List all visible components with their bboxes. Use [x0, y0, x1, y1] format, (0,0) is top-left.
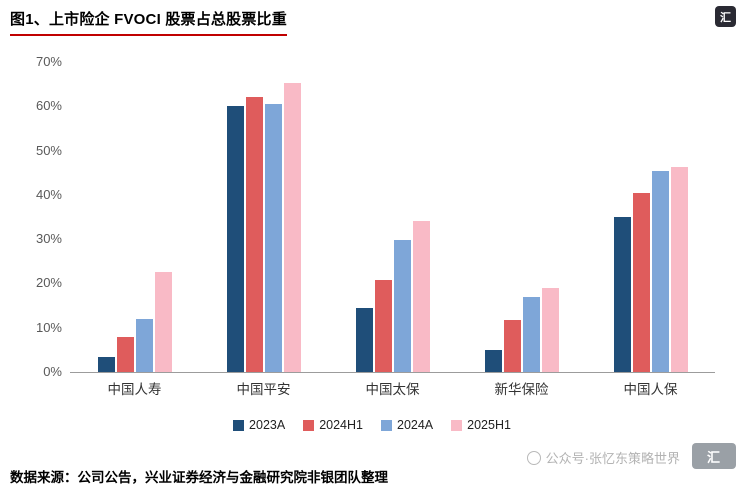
bar-2024a: [522, 296, 540, 372]
bar-2024h1: [503, 319, 521, 372]
bar-2024a: [264, 104, 282, 372]
source-note: 数据来源：公司公告，兴业证券经济与金融研究院非银团队整理: [10, 470, 388, 485]
legend-item: 2024A: [381, 418, 433, 432]
bar-2025h1: [541, 287, 559, 372]
y-axis-label: 30%: [35, 231, 62, 247]
x-axis-label: 中国人寿: [107, 382, 162, 397]
y-axis-label: 20%: [35, 275, 62, 291]
y-axis-label: 40%: [35, 186, 62, 202]
bar-2023a: [613, 217, 631, 372]
watermark-text: 公众号·张忆东策略世界: [545, 451, 680, 466]
bar-2025h1: [283, 82, 301, 372]
legend-item: 2023A: [233, 418, 285, 432]
bar-2025h1: [670, 166, 688, 372]
bar-2023a: [226, 106, 244, 372]
watermark: 公众号·张忆东策略世界: [526, 448, 680, 467]
x-axis-label: 新华保险: [494, 382, 549, 397]
bar-2025h1: [412, 221, 430, 372]
plot-area: [70, 62, 715, 373]
bar-2024h1: [245, 97, 263, 372]
legend-swatch: [233, 419, 245, 431]
legend: 2023A 2024H1 2024A 2025H1: [0, 418, 744, 432]
legend-swatch: [381, 419, 392, 431]
x-axis-label: 中国太保: [365, 382, 420, 397]
legend-item: 2024H1: [303, 418, 363, 432]
bar-2023a: [484, 349, 502, 372]
legend-label: 2025H1: [467, 418, 511, 432]
page-title: 图1、上市险企 FVOCI 股票占总股票比重: [10, 8, 287, 36]
bar-2025h1: [154, 272, 172, 372]
x-axis-label: 中国平安: [236, 382, 291, 397]
bar-2024a: [135, 318, 153, 372]
bar-group: [355, 62, 430, 372]
legend-swatch: [303, 419, 315, 431]
y-axis-label: 50%: [35, 142, 62, 158]
title-row: 图1、上市险企 FVOCI 股票占总股票比重: [10, 8, 287, 36]
wechat-account-icon: [526, 450, 541, 465]
bar-group: [484, 62, 559, 372]
x-axis-labels: 中国人寿 中国平安 中国太保 新华保险 中国人保: [70, 378, 715, 398]
bar-2023a: [355, 307, 373, 372]
legend-label: 2024H1: [319, 418, 363, 432]
bar-group: [613, 62, 688, 372]
bar-group: [226, 62, 301, 372]
y-axis-label: 10%: [35, 319, 62, 335]
legend-swatch: [451, 419, 463, 431]
bar-2024h1: [116, 336, 134, 372]
legend-label: 2024A: [397, 418, 434, 432]
bar-2023a: [97, 356, 115, 372]
gelonghui-logo-bottom: 汇: [692, 443, 736, 469]
y-axis-label: 70%: [35, 54, 62, 69]
legend-label: 2023A: [249, 418, 286, 432]
y-axis: 0% 10% 20% 30% 40% 50% 60% 70%: [12, 54, 62, 379]
gelonghui-logo-icon: 汇: [715, 6, 736, 27]
bar-2024a: [393, 240, 411, 372]
bar-group: [97, 62, 172, 372]
y-axis-label: 60%: [35, 98, 62, 114]
x-axis-label: 中国人保: [623, 382, 678, 397]
bar-2024h1: [632, 192, 650, 372]
bar-2024h1: [374, 279, 392, 372]
y-axis-label: 0%: [43, 364, 62, 379]
legend-item: 2025H1: [451, 418, 511, 432]
bar-2024a: [651, 171, 669, 372]
